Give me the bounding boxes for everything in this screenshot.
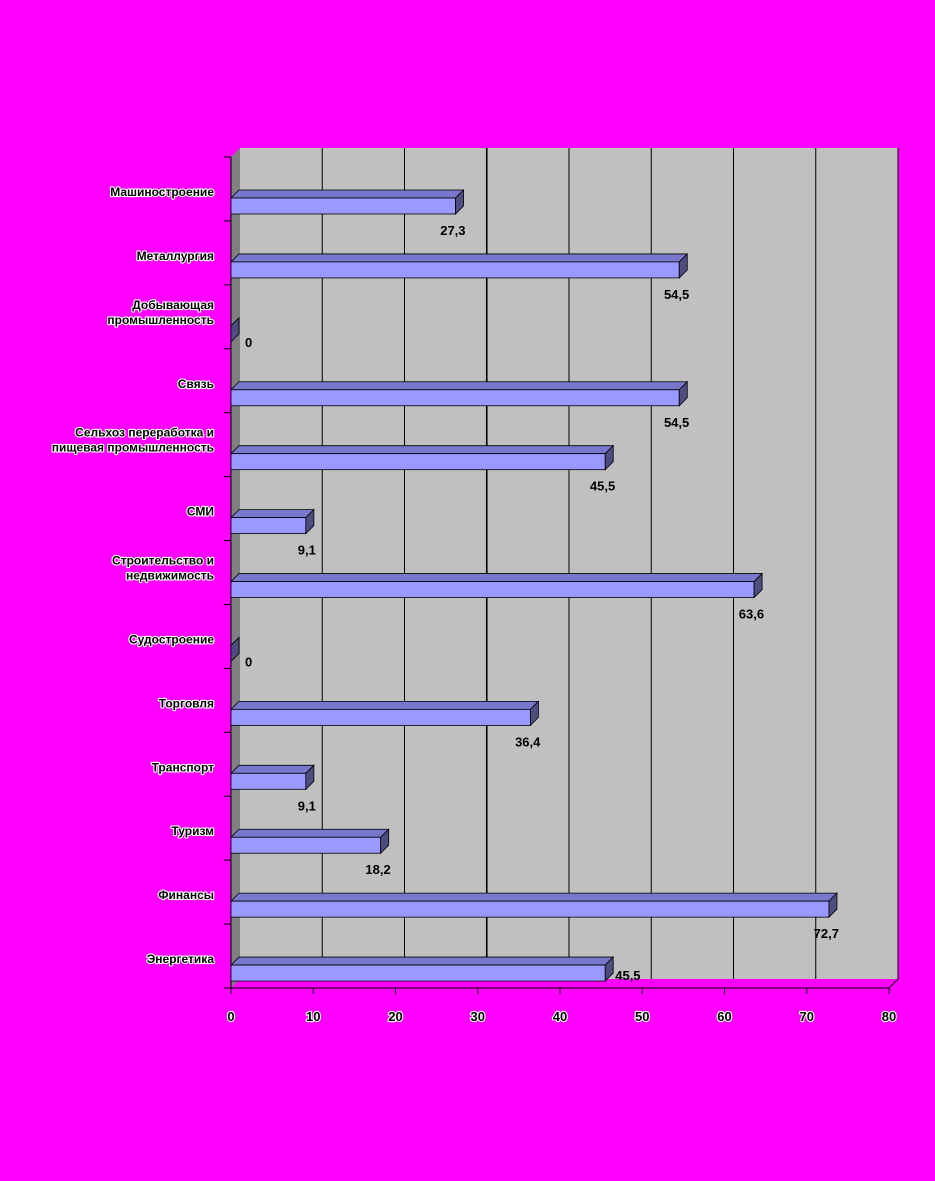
- bar-side-face: [230, 316, 240, 343]
- category-label: Финансы: [158, 888, 214, 902]
- data-label: 0: [245, 335, 252, 350]
- bar: [230, 581, 755, 598]
- bar-side-face: [529, 700, 539, 727]
- bar: [230, 389, 680, 407]
- bar: [230, 517, 307, 535]
- bar: [230, 453, 606, 471]
- x-tick-label: 80: [882, 1009, 896, 1024]
- x-tick-label: 30: [471, 1009, 485, 1024]
- bar-side-face: [305, 508, 315, 535]
- category-label: Судостроение: [129, 632, 214, 646]
- bar: [230, 772, 307, 790]
- bar-side-face: [230, 636, 240, 663]
- category-label: пищевая промышленность: [52, 441, 214, 455]
- data-label: 27,3: [440, 223, 465, 238]
- category-label: Связь: [178, 377, 214, 391]
- bar-side-face: [678, 252, 688, 279]
- bar: [230, 708, 531, 726]
- bar-top-face: [230, 700, 540, 710]
- bar-side-face: [455, 189, 464, 215]
- x-tick-label: 10: [306, 1009, 320, 1024]
- bar: [230, 900, 830, 918]
- x-tick-label: 70: [800, 1009, 814, 1024]
- bar-side-face: [678, 380, 688, 407]
- bar-side-face: [305, 764, 315, 791]
- x-tick-label: 60: [717, 1009, 731, 1024]
- category-label: Энергетика: [147, 952, 215, 966]
- data-label: 18,2: [365, 862, 390, 877]
- bar: [230, 964, 606, 982]
- category-label: Добывающая: [132, 298, 214, 312]
- data-label: 9,1: [298, 798, 316, 813]
- bar-top-face: [230, 956, 615, 966]
- data-label: 0: [245, 654, 252, 669]
- category-label: Металлургия: [137, 249, 214, 263]
- bar-side-face: [604, 956, 614, 983]
- bar-top-face: [230, 189, 465, 199]
- bar: [230, 836, 382, 854]
- bar-top-face: [230, 892, 838, 902]
- category-label: промышленность: [107, 313, 214, 327]
- x-tick-label: 0: [227, 1009, 234, 1024]
- bar-top-face: [230, 764, 315, 774]
- bar-top-face: [230, 445, 615, 455]
- bar-side-face: [828, 892, 838, 919]
- data-label: 54,5: [664, 415, 689, 430]
- x-tick-label: 50: [635, 1009, 649, 1024]
- data-label: 54,5: [664, 287, 689, 302]
- data-label: 9,1: [298, 543, 316, 558]
- data-label: 72,7: [814, 926, 839, 941]
- data-label: 36,4: [515, 734, 541, 749]
- category-label: СМИ: [187, 505, 214, 519]
- category-label: Торговля: [159, 696, 214, 710]
- bar-top-face: [230, 381, 689, 391]
- bar-top-face: [230, 573, 764, 582]
- category-label: недвижимость: [126, 569, 214, 583]
- data-label: 45,5: [615, 968, 640, 983]
- category-label: Транспорт: [152, 760, 215, 774]
- bar-top-face: [230, 828, 390, 838]
- value-axis-depth-edge: [888, 978, 899, 989]
- x-tick-label: 20: [388, 1009, 402, 1024]
- data-label: 45,5: [590, 479, 615, 494]
- data-label: 63,6: [739, 607, 764, 622]
- bar-side-face: [753, 572, 763, 599]
- category-label: Машиностроение: [110, 185, 214, 199]
- bar-top-face: [230, 509, 315, 519]
- bar-top-face: [230, 253, 689, 263]
- category-label: Строительство и: [112, 554, 214, 568]
- category-label: Сельхоз переработка и: [75, 426, 214, 440]
- bar: [230, 261, 680, 279]
- bar-side-face: [604, 444, 614, 471]
- x-tick-label: 40: [553, 1009, 567, 1024]
- category-label: Туризм: [171, 824, 214, 838]
- bar: [230, 197, 456, 215]
- bar-side-face: [380, 828, 390, 855]
